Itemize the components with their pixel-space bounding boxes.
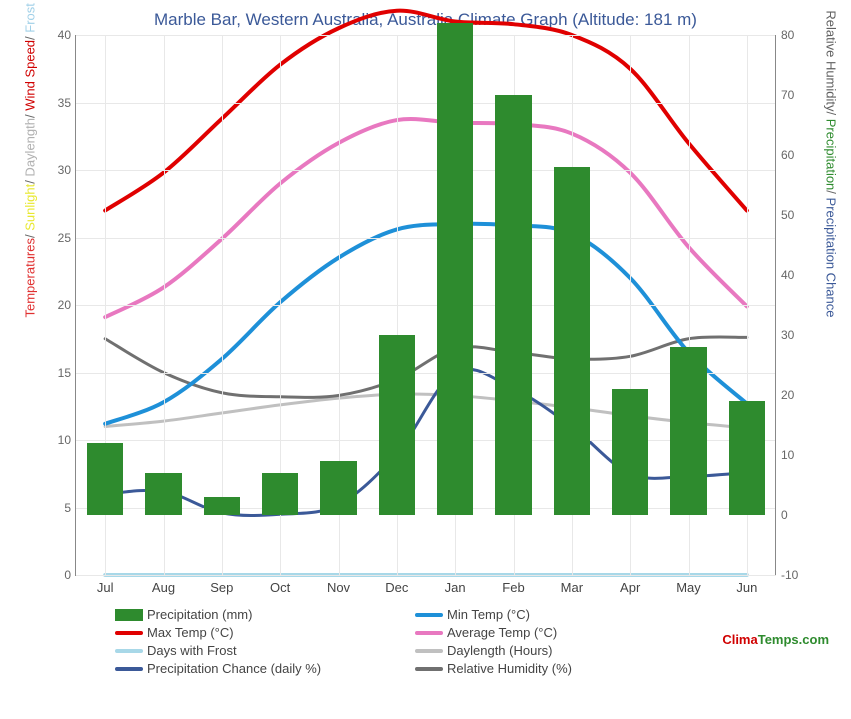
legend-label: Min Temp (°C): [447, 607, 530, 622]
x-tick-label: Oct: [270, 580, 290, 595]
legend-label: Precipitation (mm): [147, 607, 252, 622]
y-tick-right: 20: [781, 388, 794, 402]
precip-bar: [204, 497, 240, 515]
y-tick-right: 50: [781, 208, 794, 222]
precip-bar: [320, 461, 356, 515]
precip-bar: [612, 389, 648, 515]
x-tick-label: Jun: [736, 580, 757, 595]
y-tick-left: 40: [58, 28, 71, 42]
y-tick-right: 80: [781, 28, 794, 42]
grid-line-h: [76, 238, 776, 239]
y-tick-left: 10: [58, 433, 71, 447]
watermark-suffix: Temps.com: [758, 632, 829, 647]
x-tick-label: Feb: [502, 580, 524, 595]
x-tick-label: Aug: [152, 580, 175, 595]
y-tick-right: 60: [781, 148, 794, 162]
legend-swatch: [115, 609, 143, 621]
legend-label: Max Temp (°C): [147, 625, 234, 640]
y-tick-left: 20: [58, 298, 71, 312]
legend-item: Min Temp (°C): [415, 606, 715, 622]
legend-swatch: [415, 613, 443, 617]
precip_chance-line: [105, 369, 747, 515]
x-tick-label: Jul: [97, 580, 114, 595]
legend-swatch: [415, 649, 443, 653]
x-tick-label: Apr: [620, 580, 640, 595]
precip-bar: [379, 335, 415, 515]
plot-area: 0510152025303540-1001020304050607080JulA…: [75, 35, 776, 576]
legend-label: Precipitation Chance (daily %): [147, 661, 321, 676]
legend-label: Daylength (Hours): [447, 643, 553, 658]
grid-line-h: [76, 170, 776, 171]
legend-item: Average Temp (°C): [415, 624, 715, 640]
precip-bar: [729, 401, 765, 515]
x-tick-label: Dec: [385, 580, 408, 595]
legend-item: Days with Frost: [115, 642, 415, 658]
precip-bar: [554, 167, 590, 515]
left-axis-title: Temperatures/ Sunlight/ Daylength/ Wind …: [23, 3, 38, 317]
y-tick-left: 0: [64, 568, 71, 582]
precip-bar: [145, 473, 181, 515]
max_temp-line: [105, 11, 747, 211]
y-tick-right: -10: [781, 568, 798, 582]
grid-line-v: [222, 35, 223, 575]
x-tick-label: Mar: [561, 580, 583, 595]
legend-label: Days with Frost: [147, 643, 237, 658]
y-tick-left: 30: [58, 163, 71, 177]
precip-bar: [87, 443, 123, 515]
legend-swatch: [415, 631, 443, 635]
x-tick-label: Nov: [327, 580, 350, 595]
legend-label: Average Temp (°C): [447, 625, 557, 640]
legend-swatch: [115, 667, 143, 671]
watermark: ClimaTemps.com: [722, 632, 829, 647]
legend-label: Relative Humidity (%): [447, 661, 572, 676]
precip-bar: [437, 23, 473, 515]
y-tick-left: 35: [58, 96, 71, 110]
grid-line-h: [76, 103, 776, 104]
precip-bar: [495, 95, 531, 515]
x-tick-label: May: [676, 580, 701, 595]
grid-line-h: [76, 35, 776, 36]
climate-chart: Marble Bar, Western Australia, Australia…: [10, 10, 841, 709]
precip-bar: [262, 473, 298, 515]
legend-item: Daylength (Hours): [415, 642, 715, 658]
legend-swatch: [415, 667, 443, 671]
y-tick-left: 25: [58, 231, 71, 245]
y-tick-right: 40: [781, 268, 794, 282]
y-tick-left: 15: [58, 366, 71, 380]
watermark-prefix: Clima: [722, 632, 757, 647]
avg_temp-line: [105, 119, 747, 317]
y-tick-right: 10: [781, 448, 794, 462]
legend-swatch: [115, 649, 143, 653]
y-tick-left: 5: [64, 501, 71, 515]
legend-item: Relative Humidity (%): [415, 660, 715, 676]
legend-item: Max Temp (°C): [115, 624, 415, 640]
legend-swatch: [115, 631, 143, 635]
legend-item: Precipitation Chance (daily %): [115, 660, 415, 676]
right-axis-title: Relative Humidity/ Precipitation/ Precip…: [824, 10, 839, 317]
precip-bar: [670, 347, 706, 515]
grid-line-h: [76, 305, 776, 306]
x-tick-label: Sep: [210, 580, 233, 595]
grid-line-h: [76, 575, 776, 576]
rel_humidity-line: [105, 337, 747, 397]
legend-item: Precipitation (mm): [115, 606, 415, 622]
y-tick-right: 0: [781, 508, 788, 522]
x-tick-label: Jan: [445, 580, 466, 595]
y-tick-right: 70: [781, 88, 794, 102]
y-tick-right: 30: [781, 328, 794, 342]
